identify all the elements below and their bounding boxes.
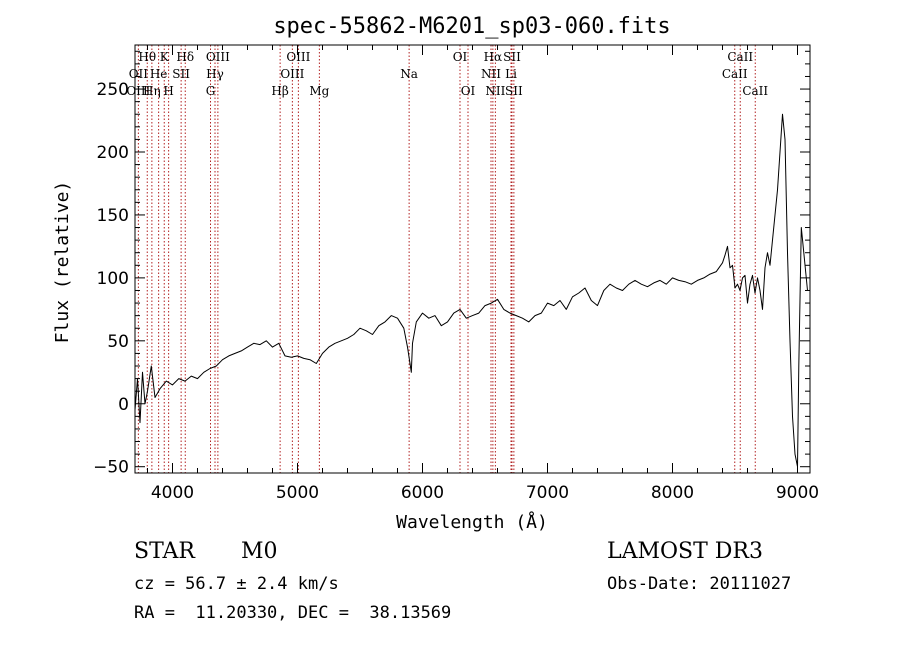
y-tick-label-6: 250 xyxy=(97,80,129,100)
subclass-label: M0 xyxy=(241,539,278,564)
spectral-line-labels: Hθ OII OIII K He Hη H SII Hδ OIII Hγ G OIII OIII Hβ Mg N… xyxy=(126,50,768,98)
line-label-23: NII xyxy=(485,84,505,98)
line-label-5: Hη xyxy=(143,84,161,98)
x-tick-label-4: 8000 xyxy=(651,483,694,503)
line-label-20: SII xyxy=(503,50,521,64)
redshift-readout: cz = 56.7 ± 2.4 km/s xyxy=(134,574,339,594)
y-tick-label-4: 150 xyxy=(97,206,129,226)
series-line-flux xyxy=(134,113,808,468)
spectral-line-markers xyxy=(137,45,756,473)
line-label-7: SII xyxy=(172,67,190,81)
line-label-0: Hθ xyxy=(138,50,156,64)
plot-frame xyxy=(134,44,811,474)
line-label-27: CaII xyxy=(742,84,768,98)
survey-label: LAMOST DR3 xyxy=(607,539,763,564)
line-label-3: K xyxy=(160,50,170,64)
x-tick-label-1: 5000 xyxy=(276,483,319,503)
obs-date-readout: Obs-Date: 20111027 xyxy=(607,574,792,594)
x-tick-label-2: 6000 xyxy=(401,483,444,503)
line-label-9: OIII xyxy=(206,50,230,64)
y-tick-label-1: 0 xyxy=(118,395,129,415)
class-label: STAR xyxy=(134,539,195,564)
line-label-18: OI xyxy=(461,84,476,98)
line-label-11: G xyxy=(206,84,216,98)
line-label-2: OIII xyxy=(126,84,150,98)
x-tick-label-5: 9000 xyxy=(776,483,819,503)
x-axis-label: Wavelength (Å) xyxy=(396,511,548,533)
line-label-13: OIII xyxy=(280,67,304,81)
line-label-24: SII xyxy=(505,84,523,98)
line-label-12: OIII xyxy=(286,50,310,64)
line-label-21: NII xyxy=(481,67,501,81)
line-label-10: Hγ xyxy=(206,67,224,81)
x-tick-label-0: 4000 xyxy=(151,483,194,503)
y-tick-label-2: 50 xyxy=(107,332,129,352)
y-tick-label-5: 200 xyxy=(97,143,129,163)
line-label-15: Mg xyxy=(309,84,329,98)
axes: 4000 5000 6000 7000 8000 9000 −50 0 50 100 150 200 2… xyxy=(93,44,819,503)
chart-title: spec-55862-M6201_sp03-060.fits xyxy=(273,14,670,39)
line-label-26: CaII xyxy=(722,67,748,81)
y-tick-label-3: 100 xyxy=(97,269,129,289)
line-label-1: OII xyxy=(129,67,149,81)
line-label-6: H xyxy=(163,84,173,98)
y-axis-label: Flux (relative) xyxy=(52,181,73,344)
line-label-19: Hα xyxy=(484,50,503,64)
spectrum-series xyxy=(134,113,808,468)
x-tick-label-3: 7000 xyxy=(526,483,569,503)
line-label-16: Na xyxy=(400,67,418,81)
line-label-8: Hδ xyxy=(176,50,194,64)
line-label-25: CaII xyxy=(727,50,753,64)
line-label-4: He xyxy=(150,67,168,81)
coordinates-readout: RA = 11.20330, DEC = 38.13569 xyxy=(134,603,452,623)
y-tick-label-0: −50 xyxy=(93,458,129,478)
line-label-22: Li xyxy=(505,67,517,81)
line-label-14: Hβ xyxy=(271,84,288,98)
line-label-17: OI xyxy=(453,50,468,64)
